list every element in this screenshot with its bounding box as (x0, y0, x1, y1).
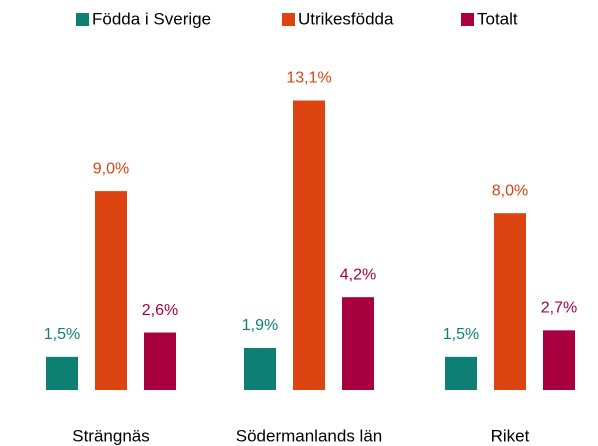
value-label: 2,7% (541, 300, 577, 317)
legend-swatch (282, 13, 295, 26)
x-tick-label: Strängnäs (72, 426, 150, 445)
value-label: 4,2% (340, 266, 376, 283)
bar (244, 348, 276, 390)
bar (494, 213, 526, 390)
bar (46, 356, 78, 390)
legend-label: Utrikesfödda (298, 9, 394, 28)
value-label: 9,0% (93, 160, 129, 177)
x-tick-label: Södermanlands län (236, 426, 382, 445)
value-label: 1,5% (44, 326, 80, 343)
value-label: 2,6% (142, 302, 178, 319)
value-label: 8,0% (492, 182, 528, 199)
value-label: 1,9% (242, 317, 278, 334)
bar (144, 332, 176, 390)
legend-label: Födda i Sverige (92, 9, 211, 28)
legend-swatch (461, 13, 474, 26)
legend-swatch (76, 13, 89, 26)
legend-label: Totalt (477, 9, 518, 28)
x-tick-label: Riket (491, 426, 530, 445)
bar (543, 330, 575, 390)
bar (293, 100, 325, 391)
bar (342, 297, 374, 390)
bar (95, 191, 127, 390)
bar (445, 356, 477, 390)
value-label: 1,5% (443, 326, 479, 343)
value-label: 13,1% (286, 70, 331, 87)
